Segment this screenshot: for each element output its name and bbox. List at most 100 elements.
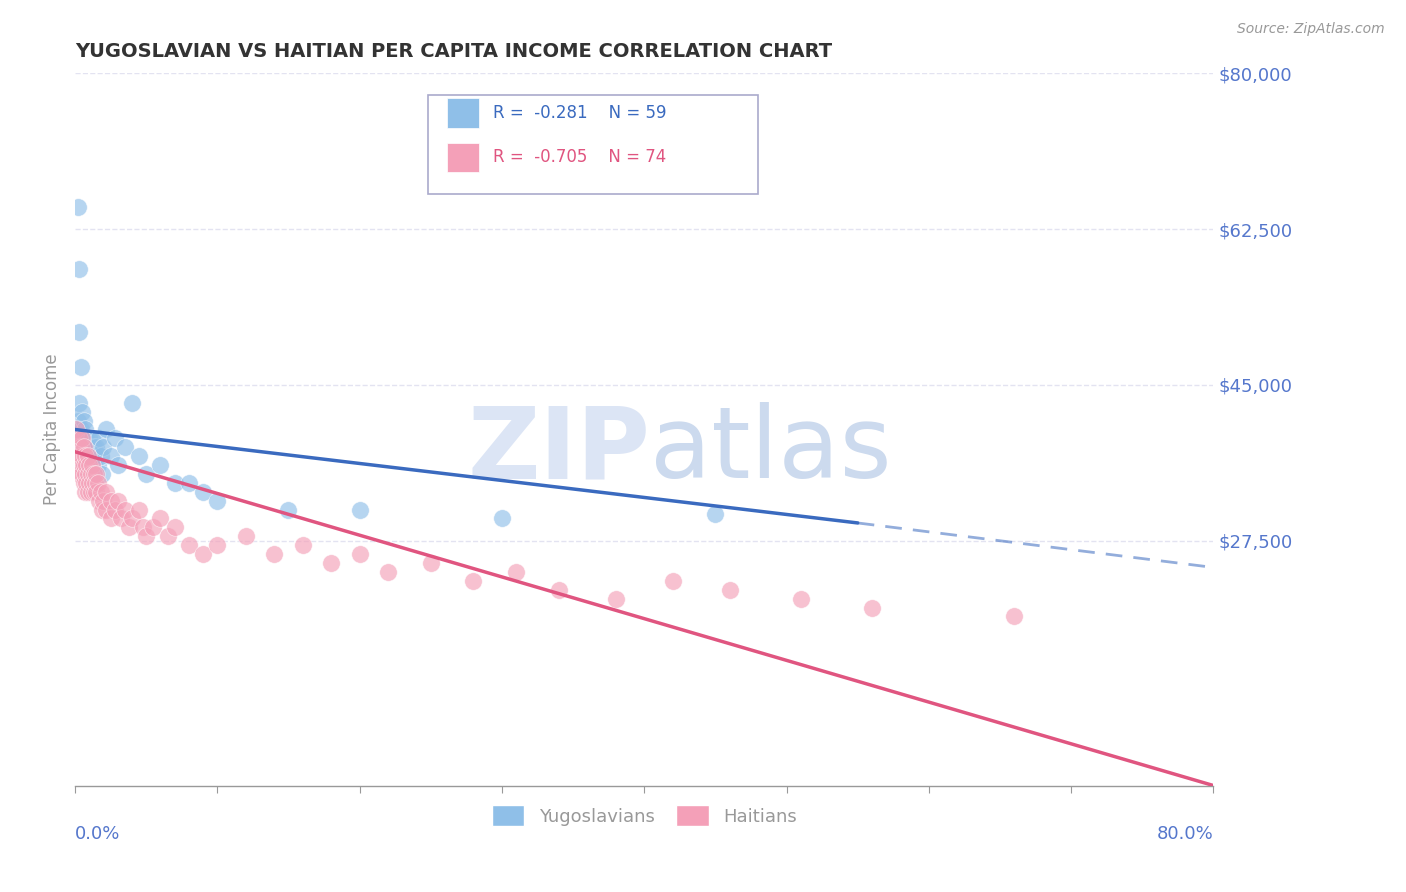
Point: [100, 493, 122, 508]
Point: [73, 458, 96, 472]
Point: [70, 467, 93, 481]
Point: [463, 574, 485, 588]
Text: 0.0%: 0.0%: [75, 825, 121, 843]
Point: [77, 467, 100, 481]
Point: [128, 449, 150, 463]
Point: [163, 475, 186, 490]
Point: [69, 422, 91, 436]
Point: [75, 475, 97, 490]
Point: [65, 422, 87, 436]
FancyBboxPatch shape: [447, 98, 479, 128]
Point: [77, 431, 100, 445]
Point: [70, 449, 93, 463]
Point: [321, 556, 343, 570]
Point: [87, 475, 110, 490]
Point: [76, 449, 98, 463]
Point: [80, 475, 103, 490]
Point: [73, 440, 96, 454]
Point: [90, 449, 112, 463]
Point: [235, 529, 257, 543]
Point: [83, 467, 105, 481]
Point: [73, 422, 96, 436]
Point: [66, 440, 89, 454]
Point: [80, 449, 103, 463]
Point: [491, 511, 513, 525]
Point: [80, 431, 103, 445]
Point: [72, 440, 94, 454]
Point: [84, 475, 107, 490]
Point: [128, 502, 150, 516]
Point: [86, 467, 108, 481]
Point: [177, 538, 200, 552]
Point: [191, 547, 214, 561]
Point: [91, 502, 114, 516]
Point: [72, 475, 94, 490]
Point: [419, 556, 441, 570]
Point: [93, 493, 115, 508]
Point: [83, 458, 105, 472]
Point: [790, 591, 813, 606]
Point: [89, 493, 111, 508]
Point: [67, 449, 90, 463]
Point: [70, 405, 93, 419]
Point: [114, 440, 136, 454]
Point: [163, 520, 186, 534]
Text: Source: ZipAtlas.com: Source: ZipAtlas.com: [1237, 22, 1385, 37]
FancyBboxPatch shape: [447, 143, 479, 172]
Point: [69, 440, 91, 454]
Point: [704, 507, 727, 521]
Point: [263, 547, 285, 561]
Point: [72, 431, 94, 445]
Point: [66, 458, 89, 472]
Point: [73, 449, 96, 463]
Point: [104, 502, 127, 516]
Point: [718, 582, 741, 597]
Point: [135, 467, 157, 481]
Point: [73, 484, 96, 499]
Point: [89, 431, 111, 445]
Point: [104, 431, 127, 445]
Point: [149, 511, 172, 525]
Point: [76, 467, 98, 481]
Point: [70, 431, 93, 445]
Point: [377, 565, 399, 579]
Point: [80, 458, 103, 472]
Point: [96, 422, 118, 436]
Text: 80.0%: 80.0%: [1157, 825, 1213, 843]
Point: [605, 591, 627, 606]
Point: [77, 475, 100, 490]
Point: [66, 458, 89, 472]
Point: [67, 262, 90, 277]
Point: [142, 520, 165, 534]
Point: [349, 547, 371, 561]
Point: [107, 493, 129, 508]
Point: [121, 396, 143, 410]
Point: [132, 520, 155, 534]
Text: atlas: atlas: [650, 402, 891, 500]
Point: [79, 467, 101, 481]
Point: [76, 484, 98, 499]
Point: [79, 458, 101, 472]
Point: [75, 458, 97, 472]
Point: [505, 565, 527, 579]
Point: [349, 502, 371, 516]
Point: [86, 440, 108, 454]
Point: [661, 574, 683, 588]
Point: [67, 396, 90, 410]
Point: [75, 431, 97, 445]
Point: [83, 484, 105, 499]
Point: [107, 458, 129, 472]
Point: [76, 458, 98, 472]
Text: YUGOSLAVIAN VS HAITIAN PER CAPITA INCOME CORRELATION CHART: YUGOSLAVIAN VS HAITIAN PER CAPITA INCOME…: [75, 42, 832, 61]
Point: [277, 502, 299, 516]
Point: [100, 511, 122, 525]
Text: R =  -0.705    N = 74: R = -0.705 N = 74: [494, 148, 666, 167]
Point: [72, 449, 94, 463]
Point: [65, 422, 87, 436]
Point: [156, 529, 179, 543]
Point: [70, 458, 93, 472]
Point: [91, 467, 114, 481]
Point: [75, 467, 97, 481]
FancyBboxPatch shape: [427, 95, 758, 194]
Point: [84, 449, 107, 463]
